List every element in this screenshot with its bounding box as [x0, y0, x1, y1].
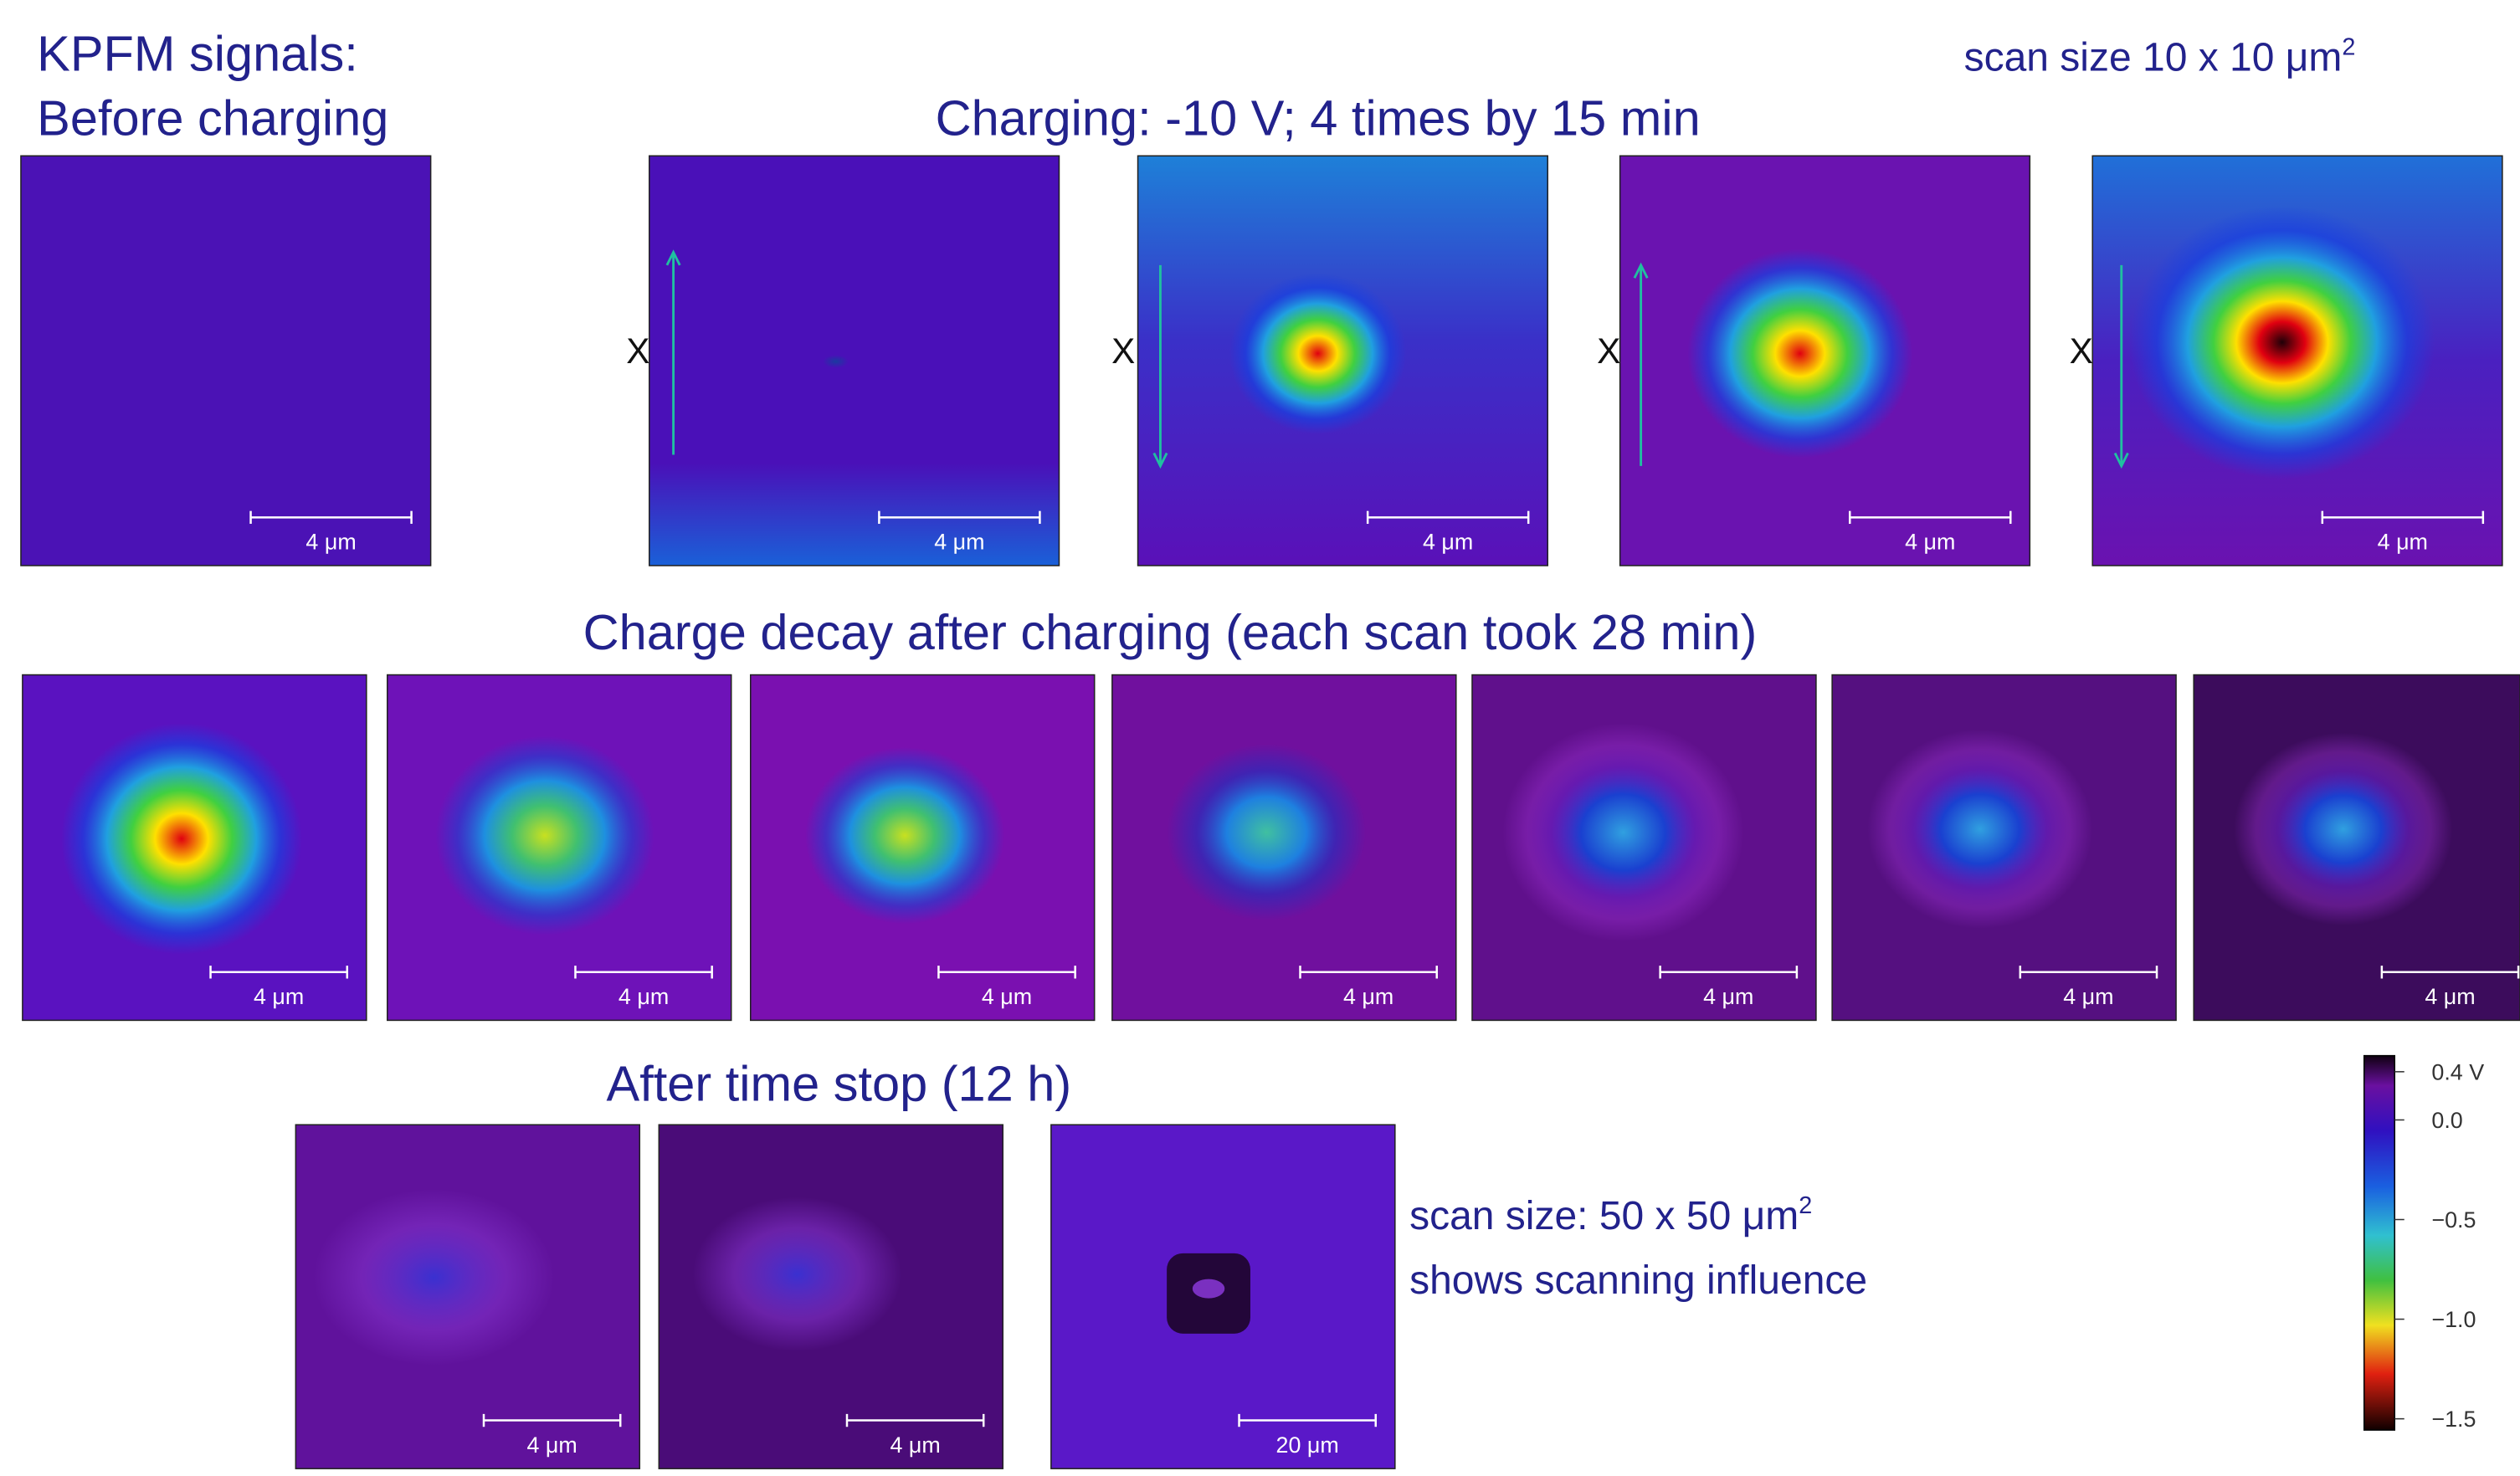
charge-spot	[435, 735, 654, 935]
marker: X	[1597, 331, 1620, 371]
colorbar-label: 0.4 V	[2431, 1059, 2484, 1084]
charge-spot	[692, 1197, 902, 1351]
colorbar	[2363, 1054, 2395, 1431]
charge-spot	[1167, 744, 1367, 921]
charge-spot	[2234, 732, 2453, 926]
scan-direction-head	[2113, 452, 2129, 469]
scale-bar-label: 4 μm	[1423, 530, 1473, 555]
charge-spot	[1502, 723, 1744, 942]
colorbar-label: −1.0	[2431, 1307, 2476, 1332]
scale-bar-label: 4 μm	[2063, 984, 2113, 1009]
charge-spot	[823, 355, 849, 368]
colorbar-label: −1.5	[2431, 1407, 2476, 1432]
charge-spot	[1867, 729, 2093, 929]
scale-bar-label: 4 μm	[618, 984, 669, 1009]
superscript: 2	[2342, 33, 2355, 60]
marker: X	[2070, 331, 2093, 371]
charge-spot	[805, 746, 1005, 925]
scale-bar-label: 4 μm	[890, 1432, 940, 1458]
scale-bar-label: 4 μm	[254, 984, 304, 1009]
section-title: After time stop (12 h)	[607, 1055, 1072, 1111]
charge-spot	[1687, 249, 1913, 459]
charge-spot	[1229, 273, 1407, 434]
scale-bar-label: 4 μm	[1905, 530, 1955, 555]
scan-direction-head	[1152, 452, 1168, 469]
section-title: Charging: -10 V; 4 times by 15 min	[936, 90, 1701, 146]
header-line: Before charging	[37, 90, 388, 146]
colorbar-label: −0.5	[2431, 1207, 2476, 1233]
header-line: KPFM signals:	[37, 25, 358, 81]
scan-direction-head	[1633, 262, 1649, 279]
scan-direction-head	[665, 249, 681, 266]
note-text: scan size: 50 x 50 μm	[1409, 1194, 1799, 1238]
scale-bar-label: 4 μm	[526, 1432, 577, 1458]
scale-bar-label: 4 μm	[1703, 984, 1753, 1009]
scale-bar-label: 4 μm	[1343, 984, 1393, 1009]
note-line: shows scanning influence	[1409, 1258, 1867, 1303]
charge-spot	[313, 1189, 555, 1366]
scan-image	[20, 155, 432, 566]
scale-bar-label: 4 μm	[2378, 530, 2428, 555]
superscript: 2	[1799, 1192, 1812, 1219]
scan-image	[649, 155, 1060, 566]
marker: X	[1111, 331, 1135, 371]
scale-bar-label: 20 μm	[1276, 1432, 1339, 1458]
section-title: Charge decay after charging (each scan t…	[583, 604, 1758, 660]
charge-spot	[2129, 205, 2435, 479]
colorbar-label: 0.0	[2431, 1108, 2462, 1133]
scan-mark-hole	[1192, 1279, 1225, 1299]
note-line: scan size: 50 x 50 μm2	[1409, 1192, 1812, 1238]
scan-size-text: scan size 10 x 10 μm	[1964, 35, 2343, 79]
charge-spot	[60, 723, 303, 955]
scale-bar-label: 4 μm	[982, 984, 1032, 1009]
scale-bar-label: 4 μm	[305, 530, 356, 555]
scale-bar-label: 4 μm	[934, 530, 984, 555]
scale-bar-label: 4 μm	[2425, 984, 2475, 1009]
marker: X	[626, 331, 649, 371]
scan-size: scan size 10 x 10 μm2	[1964, 33, 2356, 79]
